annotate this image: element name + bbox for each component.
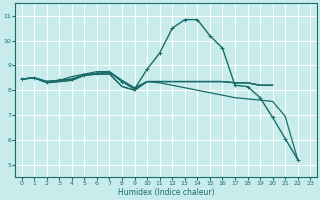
X-axis label: Humidex (Indice chaleur): Humidex (Indice chaleur) [118, 188, 214, 197]
